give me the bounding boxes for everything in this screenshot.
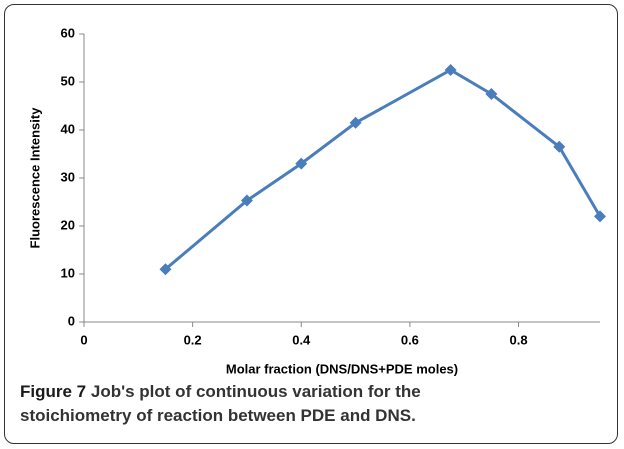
marker [240,194,253,207]
x-tick-label: 0.4 [292,332,311,347]
series-line [164,68,602,271]
marker [349,116,362,129]
caption-label: Figure 7 [20,382,87,401]
x-tick-label: 0.2 [184,332,202,347]
marker [444,64,457,76]
y-tick-label: 0 [68,313,75,328]
y-tick-label: 40 [61,121,75,136]
x-tick-label: 0.8 [509,332,527,347]
y-tick-label: 20 [61,217,75,232]
caption-text: Job's plot of continuous variation for t… [20,382,421,425]
x-axis-label: Molar fraction (DNS/DNS+PDE moles) [226,361,458,376]
marker [159,263,172,276]
x-tick-label: 0.6 [401,332,419,347]
x-tick-label: 0 [80,332,87,347]
chart-frame [4,4,618,444]
y-tick-label: 30 [61,169,75,184]
marker [594,210,606,223]
caption: Figure 7 Job's plot of continuous variat… [20,380,520,428]
y-tick-label: 50 [61,73,75,88]
y-tick-label: 60 [61,25,75,40]
marker [295,157,308,170]
y-axis-label: Fluorescence Intensity [27,107,42,249]
y-tick-label: 10 [61,265,75,280]
marker [485,88,498,100]
marker [553,140,566,153]
